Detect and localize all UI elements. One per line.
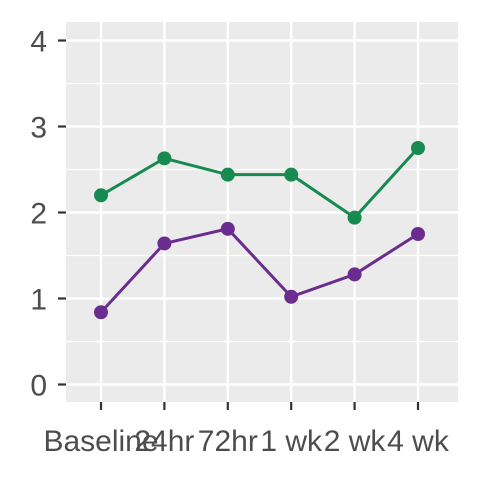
series-line: [99, 227, 419, 314]
y-axis: 0 1 2 3 4: [30, 26, 66, 403]
x-tick-label: 4 wk: [387, 425, 450, 458]
y-tick-label: 2: [30, 198, 47, 231]
data-point: [94, 188, 108, 203]
series-line: [100, 146, 420, 220]
x-tick-label: 24hr: [134, 425, 194, 458]
data-point: [94, 305, 108, 320]
data-point: [220, 167, 235, 182]
data-point: [411, 141, 425, 155]
x-tick-label: 72hr: [198, 425, 258, 458]
series-group: [94, 141, 425, 320]
x-tick-label: 1 wk: [260, 425, 323, 458]
grid-minor: [66, 82, 458, 343]
data-point: [347, 267, 362, 282]
x-tick-label: 2 wk: [324, 425, 387, 458]
y-tick-label: 1: [30, 284, 47, 317]
y-tick-label: 0: [30, 370, 47, 403]
data-point: [411, 227, 425, 241]
y-tick-label: 3: [30, 112, 47, 145]
data-point: [220, 221, 235, 236]
data-point: [157, 236, 172, 251]
y-tick-label: 4: [30, 26, 47, 59]
x-tick-label: Baseline: [43, 425, 158, 458]
data-point: [157, 151, 172, 166]
data-point: [284, 167, 299, 182]
data-point: [284, 289, 299, 304]
data-point: [347, 210, 362, 225]
